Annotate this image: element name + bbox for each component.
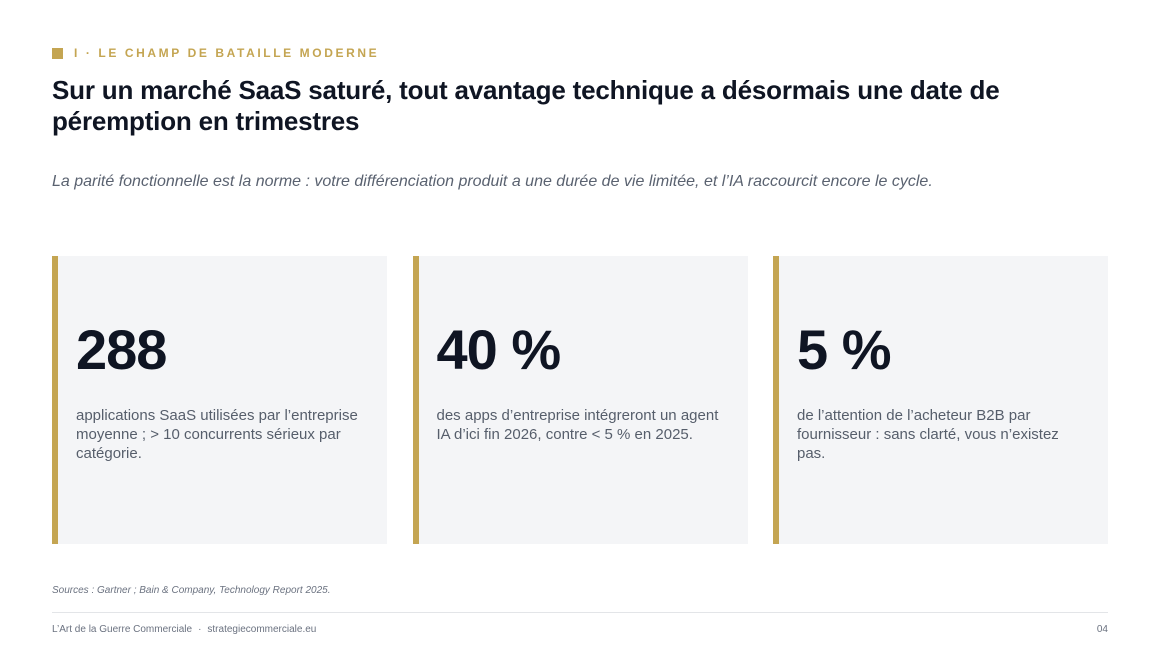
stat-value: 5 % — [797, 318, 891, 381]
stat-value: 40 % — [436, 318, 562, 381]
footer-site-link[interactable]: strategiecommerciale.eu — [207, 624, 317, 635]
eyebrow-label: I · LE CHAMP DE BATAILLE MODERNE — [74, 46, 380, 60]
eyebrow-square-icon — [52, 47, 63, 59]
stat-description: applications SaaS utilisées par l’entrep… — [76, 407, 358, 462]
stat-card: 5 % de l’attention de l’acheteur B2B par… — [773, 256, 1108, 544]
sources-note: Sources : Gartner ; Bain & Company, Tech… — [52, 585, 331, 596]
footer-brand: L’Art de la Guerre Commerciale — [52, 624, 193, 635]
slide-title: Sur un marché SaaS saturé, tout avantage… — [52, 75, 1000, 136]
stat-value: 288 — [76, 318, 167, 381]
stat-description: des apps d’entreprise intégreront un age… — [436, 407, 719, 443]
stat-card: 40 % des apps d’entreprise intégreront u… — [412, 256, 748, 544]
footer-credits: L’Art de la Guerre Commerciale · strategie… — [52, 624, 316, 635]
section-eyebrow: I · LE CHAMP DE BATAILLE MODERNE — [52, 46, 379, 60]
stat-description: de l’attention de l’acheteur B2B par fou… — [797, 407, 1059, 462]
page-number: 04 — [1096, 624, 1108, 635]
stat-cards: 288 applications SaaS utilisées par l’en… — [52, 256, 1108, 544]
footer-divider — [52, 612, 1108, 613]
slide-subtitle: La parité fonctionnelle est la norme : v… — [52, 173, 933, 190]
footer-separator: · — [198, 624, 202, 635]
stat-card: 288 applications SaaS utilisées par l’en… — [52, 256, 387, 544]
